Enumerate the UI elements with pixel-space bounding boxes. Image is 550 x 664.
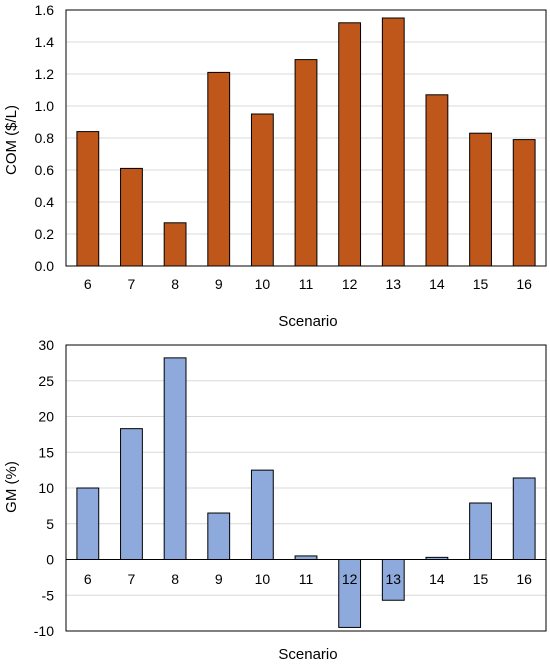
chart1-bar (469, 132, 492, 267)
chart1-bar (250, 113, 274, 267)
chart1-bar (338, 22, 362, 267)
chart2-x-tick-label: 15 (473, 571, 489, 587)
chart2-x-tick-label: 16 (516, 571, 532, 587)
chart2-bar (207, 512, 231, 561)
chart1-y-tick-label: 1.6 (35, 2, 55, 18)
chart1-x-tick-label: 11 (299, 276, 314, 292)
chart1-x-tick-label: 8 (171, 276, 179, 292)
chart1-y-tick-label: 0.6 (35, 162, 55, 178)
chart2-y-axis-label: GM (%) (3, 461, 20, 513)
chart1-y-axis-label: COM ($/L) (3, 105, 20, 175)
chart2-bar (163, 357, 187, 560)
chart2-x-tick-label: 13 (385, 571, 401, 587)
chart1-x-tick-label: 7 (128, 276, 136, 292)
chart1-bar (381, 17, 405, 267)
chart1-y-tick-label: 0.4 (35, 194, 55, 210)
chart1-bar (76, 131, 100, 267)
chart2-y-tick-label: 20 (38, 409, 54, 425)
chart1-bar (120, 167, 143, 267)
chart1-y-tick-label: 1.2 (35, 66, 55, 82)
chart2-x-tick-label: 14 (429, 571, 445, 587)
chart2-y-tick-label: -10 (34, 623, 54, 639)
chart1-plot-frame (65, 9, 547, 267)
chart1-x-tick-label: 12 (342, 276, 358, 292)
chart1-bar (512, 139, 536, 267)
chart2-bar (76, 487, 100, 560)
chart2-y-tick-label: 15 (38, 444, 54, 460)
chart2-bar (120, 428, 143, 560)
chart1-y-tick-label: 1.4 (35, 34, 55, 50)
com-bar-chart: 0.0 0.2 0.4 0.6 0.8 1.0 1.2 1.4 1.6 6 7 8 9 10 11 12 13 1… (35, 2, 547, 292)
chart2-y-tick-label: 30 (38, 337, 54, 353)
chart2-y-tick-label: -5 (42, 587, 55, 603)
chart1-y-tick-label: 0.2 (35, 226, 55, 242)
chart2-bar (338, 559, 362, 628)
chart1-y-tick-label: 1.0 (35, 98, 55, 114)
chart1-bar (425, 94, 449, 267)
chart1-x-tick-label: 16 (516, 276, 532, 292)
chart1-y-tick-label: 0.0 (35, 258, 55, 274)
chart1-bar (294, 59, 318, 267)
chart2-y-tick-label: 10 (38, 480, 54, 496)
chart1-bar (163, 222, 187, 267)
chart2-x-tick-label: 7 (128, 571, 136, 587)
chart2-x-tick-label: 8 (171, 571, 179, 587)
chart1-x-tick-label: 6 (84, 276, 92, 292)
chart1-y-tick-label: 0.8 (35, 130, 55, 146)
chart2-x-axis-label: Scenario (278, 646, 337, 663)
chart1-x-tick-label: 13 (385, 276, 401, 292)
chart2-y-tick-label: 5 (46, 516, 54, 532)
chart1-x-tick-label: 10 (255, 276, 271, 292)
chart1-x-tick-label: 14 (429, 276, 445, 292)
chart1-x-tick-label: 15 (473, 276, 489, 292)
chart2-plot-frame (65, 344, 547, 632)
chart1-x-tick-label: 9 (215, 276, 223, 292)
chart2-bar (250, 469, 274, 560)
chart2-x-tick-label: 9 (215, 571, 223, 587)
chart2-x-tick-label: 11 (299, 571, 314, 587)
chart2-x-tick-label: 6 (84, 571, 92, 587)
gm-bar-chart: -10 -5 0 5 10 15 20 25 30 6 7 8 9 10 11 12 13 14 15 16 (34, 337, 547, 639)
chart2-y-tick-label: 0 (46, 552, 54, 568)
chart2-bar (294, 555, 318, 560)
chart2-x-tick-label: 10 (255, 571, 271, 587)
chart1-bar (207, 71, 231, 267)
chart2-x-tick-label: 12 (342, 571, 358, 587)
chart2-bar (469, 502, 492, 561)
chart2-bar (512, 477, 536, 560)
chart1-x-axis-label: Scenario (278, 313, 337, 330)
chart2-y-tick-label: 25 (38, 373, 54, 389)
